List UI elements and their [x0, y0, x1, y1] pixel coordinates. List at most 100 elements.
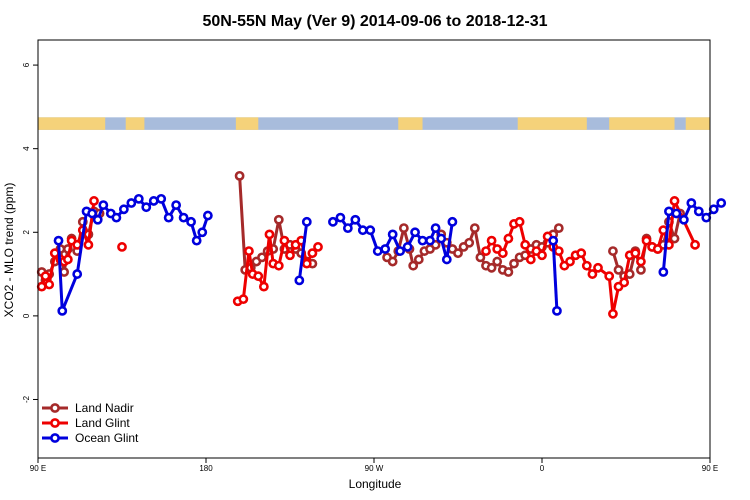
data-point — [89, 196, 99, 206]
data-point — [285, 250, 295, 261]
data-point — [398, 223, 409, 233]
data-point — [410, 227, 420, 238]
data-point — [641, 235, 652, 246]
strip-land — [398, 117, 423, 130]
data-point — [481, 246, 491, 256]
data-point — [197, 227, 208, 238]
x-axis-label: Longitude — [349, 477, 402, 491]
data-point — [664, 206, 674, 217]
data-point — [357, 225, 368, 236]
y-tick-label: -2 — [22, 395, 31, 403]
data-point — [408, 260, 419, 271]
data-point — [587, 269, 598, 279]
data-point — [708, 204, 719, 215]
data-point — [716, 198, 727, 208]
data-point — [273, 214, 284, 225]
legend-swatch-marker — [50, 403, 60, 413]
data-point — [380, 244, 391, 254]
y-axis-label: XCO2 - MLO trend (ppm) — [2, 183, 16, 318]
data-point — [492, 256, 503, 267]
y-axis: -2 0 2 4 6 — [22, 62, 38, 403]
series-layer — [36, 170, 727, 319]
strip-land — [235, 117, 259, 130]
series-line — [551, 240, 559, 311]
data-point — [613, 264, 624, 275]
data-point — [678, 214, 689, 225]
data-point — [395, 246, 406, 256]
data-point — [548, 235, 559, 246]
data-point — [453, 248, 463, 259]
chart-title: 50N-55N May (Ver 9) 2014-09-06 to 2018-1… — [202, 13, 547, 30]
data-point — [636, 256, 646, 267]
data-point — [294, 275, 305, 286]
data-point — [690, 239, 700, 250]
data-point — [253, 271, 264, 282]
data-point — [520, 239, 531, 250]
data-point — [273, 260, 284, 271]
data-point — [553, 246, 564, 256]
legend-label: Land Glint — [75, 416, 130, 430]
data-point — [630, 248, 641, 259]
x-tick-label: 90 E — [30, 464, 46, 473]
data-point — [652, 244, 663, 254]
data-point — [264, 229, 275, 240]
data-point — [72, 269, 83, 279]
data-point — [57, 305, 68, 316]
data-point — [464, 237, 475, 248]
data-point — [148, 196, 159, 206]
data-point — [111, 212, 122, 223]
data-point — [417, 235, 428, 246]
data-point — [98, 200, 109, 211]
data-point — [387, 256, 398, 267]
data-point — [238, 294, 249, 305]
data-point — [372, 246, 383, 256]
strip-land — [125, 117, 145, 130]
y-tick-label: 2 — [22, 230, 31, 235]
data-point — [36, 281, 47, 292]
strip-land — [517, 117, 587, 130]
data-point — [258, 281, 269, 292]
data-point — [234, 170, 245, 181]
data-point — [447, 216, 458, 227]
data-point — [430, 223, 441, 233]
legend-swatch-marker — [50, 433, 60, 443]
data-point — [244, 246, 254, 256]
data-point — [497, 248, 508, 259]
data-point — [328, 216, 338, 227]
data-point — [608, 308, 618, 319]
strip-land — [38, 117, 106, 130]
data-point — [301, 216, 312, 227]
data-point — [313, 242, 323, 252]
data-point — [576, 248, 587, 259]
data-point — [686, 198, 697, 208]
data-point — [186, 216, 196, 227]
data-point — [133, 193, 144, 204]
data-point — [525, 254, 536, 265]
data-point — [604, 271, 615, 282]
data-point — [441, 254, 452, 265]
data-point — [693, 206, 704, 217]
data-point — [307, 248, 318, 259]
data-point — [171, 200, 182, 211]
x-tick-label: 0 — [540, 464, 545, 473]
x-axis: 90 E 180 90 W 0 90 E — [30, 458, 718, 473]
data-point — [83, 239, 94, 250]
data-point — [658, 267, 669, 277]
data-point — [62, 254, 73, 265]
data-point — [44, 279, 55, 290]
data-point — [552, 305, 562, 316]
data-point — [503, 267, 514, 277]
data-point — [191, 235, 202, 246]
data-point — [117, 242, 127, 252]
data-point — [87, 208, 98, 219]
data-point — [118, 204, 129, 215]
data-point — [156, 193, 167, 204]
y-tick-label: 0 — [22, 313, 31, 318]
data-point — [202, 210, 213, 221]
data-point — [486, 262, 497, 273]
strip-land — [685, 117, 710, 130]
data-point — [701, 212, 712, 223]
data-point — [537, 250, 547, 261]
legend-label: Ocean Glint — [75, 431, 139, 445]
